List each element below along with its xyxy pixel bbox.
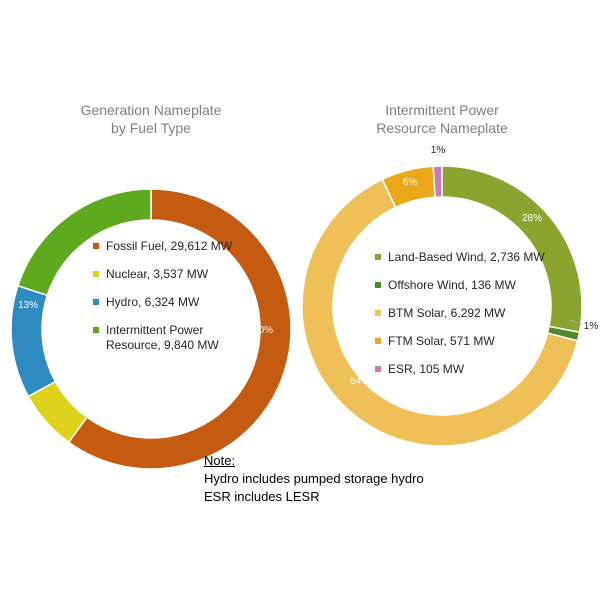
- chart1-pct-label-hydro: 13%: [18, 300, 38, 311]
- note-line-2: ESR includes LESR: [204, 489, 320, 504]
- chart1-slice-intermittent-power-resource: [16, 188, 152, 297]
- legend-item-esr: ESR, 105 MW: [375, 362, 545, 377]
- chart1-title-line2: by Fuel Type: [111, 120, 191, 136]
- legend-swatch-nuclear: [93, 271, 99, 277]
- legend-label-land-wind: Land-Based Wind, 2,736 MW: [388, 250, 545, 264]
- legend-label-esr: ESR, 105 MW: [388, 362, 465, 376]
- legend-item-fossil-fuel: Fossil Fuel, 29,612 MW: [93, 239, 232, 254]
- note-line-1: Hydro includes pumped storage hydro: [204, 471, 424, 486]
- chart2-pct-label-ftm-solar: 6%: [403, 177, 418, 188]
- legend-label-ftm-solar: FTM Solar, 571 MW: [388, 334, 495, 348]
- chart2-pct-label-offshore-wind: 1%: [584, 321, 599, 332]
- legend-item-ftm-solar: FTM Solar, 571 MW: [375, 334, 545, 349]
- legend-item-land-wind: Land-Based Wind, 2,736 MW: [375, 250, 545, 265]
- legend-swatch-land-wind: [375, 254, 381, 260]
- legend-item-offshore-wind: Offshore Wind, 136 MW: [375, 278, 545, 293]
- chart2-slice-esr: [432, 165, 443, 199]
- chart2-title-line2: Resource Nameplate: [376, 120, 508, 136]
- legend-label-nuclear: Nuclear, 3,537 MW: [106, 267, 209, 281]
- chart2-title-line1: Intermittent Power: [385, 102, 499, 118]
- chart2-leader-line-offshore-wind: [569, 319, 583, 325]
- chart2-slice-btm-solar: [301, 178, 579, 447]
- chart2-pct-label-land-based-wind: 28%: [522, 213, 542, 224]
- chart1-title: Generation Nameplate by Fuel Type: [51, 101, 251, 137]
- note-title: Note:: [204, 453, 236, 468]
- legend-label-intermittent-line1: Intermittent Power: [106, 323, 204, 337]
- legend-swatch-btm-solar: [375, 310, 381, 316]
- chart1-pct-label-intermittent-power-resource: 20%: [67, 196, 87, 207]
- chart2-pct-label-btm-solar: 64%: [350, 376, 370, 387]
- legend-label-btm-solar: BTM Solar, 6,292 MW: [388, 306, 506, 320]
- legend-item-nuclear: Nuclear, 3,537 MW: [93, 267, 232, 282]
- legend-item-intermittent: Intermittent Power Resource, 9,840 MW: [93, 323, 232, 353]
- legend-swatch-esr: [375, 366, 381, 372]
- legend-swatch-ftm-solar: [375, 338, 381, 344]
- chart1-pct-label-fossil-fuel: 60%: [253, 325, 273, 336]
- legend-label-intermittent-line2: Resource, 9,840 MW: [106, 338, 219, 352]
- legend-label-hydro: Hydro, 6,324 MW: [106, 295, 200, 309]
- legend-item-hydro: Hydro, 6,324 MW: [93, 295, 232, 310]
- legend-swatch-intermittent: [93, 327, 99, 333]
- chart2-legend: Land-Based Wind, 2,736 MW Offshore Wind,…: [375, 250, 545, 390]
- chart2-title: Intermittent Power Resource Nameplate: [342, 101, 542, 137]
- legend-swatch-offshore-wind: [375, 282, 381, 288]
- chart2-pct-label-esr: 1%: [431, 145, 446, 156]
- chart1-pct-label-nuclear: 7%: [48, 365, 63, 376]
- legend-item-btm-solar: BTM Solar, 6,292 MW: [375, 306, 545, 321]
- chart1-slice-fossil-fuel: [67, 188, 292, 470]
- legend-label-offshore-wind: Offshore Wind, 136 MW: [388, 278, 516, 292]
- note: Note: Hydro includes pumped storage hydr…: [204, 452, 424, 506]
- legend-swatch-hydro: [93, 299, 99, 305]
- legend-swatch-fossil-fuel: [93, 243, 99, 249]
- chart1-legend: Fossil Fuel, 29,612 MW Nuclear, 3,537 MW…: [93, 239, 232, 366]
- chart1-title-line1: Generation Nameplate: [80, 102, 222, 118]
- legend-label-fossil-fuel: Fossil Fuel, 29,612 MW: [106, 239, 233, 253]
